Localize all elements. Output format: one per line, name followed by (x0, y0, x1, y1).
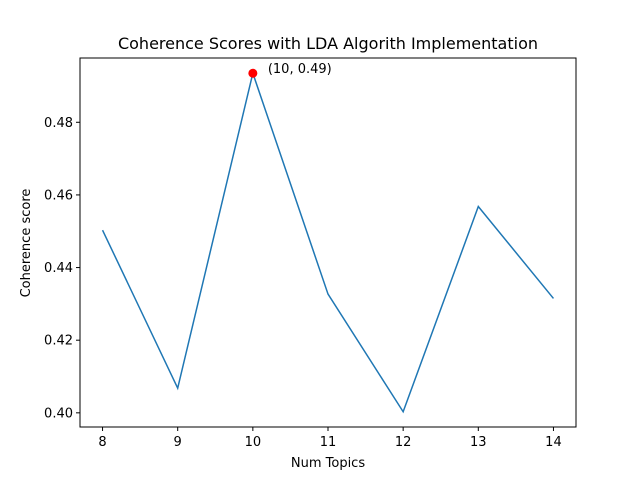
y-tick-label: 0.40 (44, 406, 73, 421)
y-axis: 0.40 0.42 0.44 0.46 0.48 (44, 116, 80, 421)
x-tick-label: 11 (320, 435, 337, 450)
plot-frame (79, 57, 577, 428)
x-tick-label: 10 (245, 435, 262, 450)
x-axis: 8 9 10 11 12 13 14 (98, 427, 562, 450)
y-axis-label: Coherence score (19, 189, 34, 298)
chart-title: Coherence Scores with LDA Algorith Imple… (118, 34, 538, 53)
x-tick-label: 13 (470, 435, 487, 450)
y-tick-label: 0.46 (44, 188, 73, 203)
x-tick-label: 14 (545, 435, 562, 450)
y-tick-label: 0.44 (44, 261, 73, 276)
max-point-annotation: (10, 0.49) (268, 62, 332, 77)
y-tick-label: 0.42 (44, 334, 73, 349)
x-tick-label: 9 (174, 435, 182, 450)
x-tick-label: 8 (98, 435, 106, 450)
max-point-marker (248, 68, 258, 78)
x-axis-label: Num Topics (291, 456, 365, 471)
x-tick-label: 12 (395, 435, 412, 450)
y-tick-label: 0.48 (44, 116, 73, 131)
series-line (101, 70, 555, 414)
